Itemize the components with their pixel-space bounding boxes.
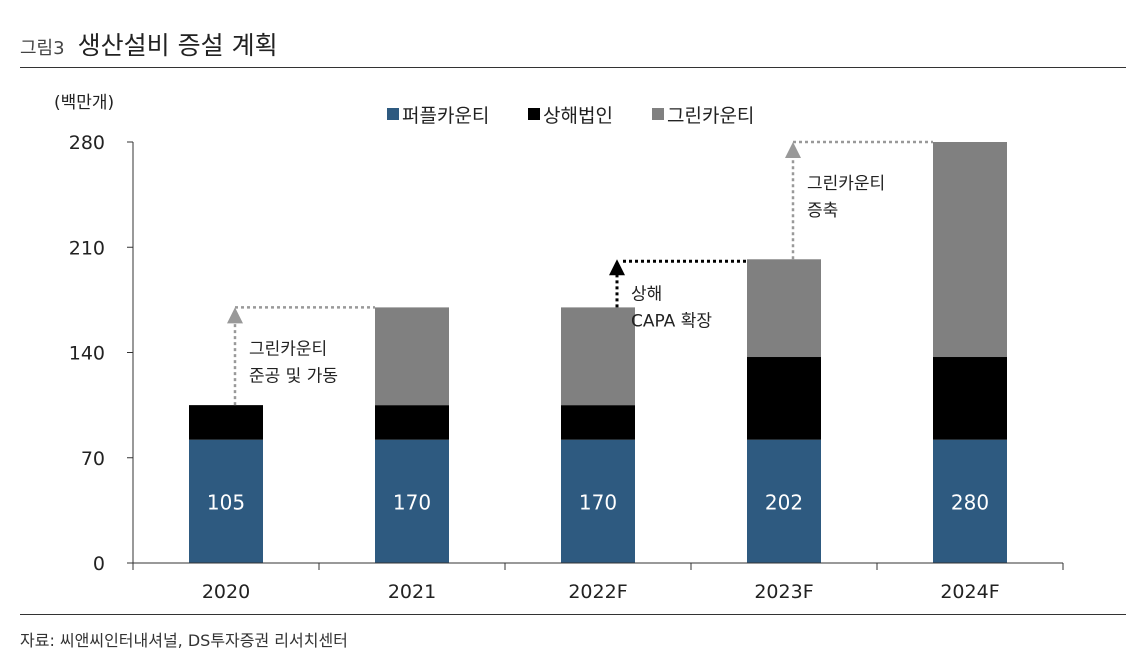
figure-header: 그림3 생산설비 증설 계획 <box>20 26 1126 60</box>
bar-segment <box>189 405 263 440</box>
y-tick-label: 70 <box>81 448 105 470</box>
figure-label: 그림3 <box>20 38 65 59</box>
bar-segment <box>189 439 263 563</box>
legend-swatch <box>387 108 399 120</box>
bar-segment <box>375 307 449 406</box>
bar-segment <box>747 439 821 563</box>
y-axis-unit: (백만개) <box>54 93 114 113</box>
annotation-text: 준공 및 가동 <box>249 366 338 386</box>
y-tick-label: 210 <box>69 237 105 259</box>
legend-label: 퍼플카운티 <box>402 105 489 127</box>
bar-segment <box>933 439 1007 563</box>
annotation-text: 그린카운티 <box>807 174 885 194</box>
bar-total-label: 170 <box>393 490 431 514</box>
y-tick-label: 280 <box>69 132 105 154</box>
bar-segment <box>561 439 635 563</box>
bar-segment <box>747 357 821 440</box>
arrow-head <box>785 142 801 158</box>
bar-segment <box>561 405 635 440</box>
legend-label: 그린카운티 <box>667 105 754 127</box>
y-tick-label: 140 <box>69 343 105 365</box>
x-tick-label: 2020 <box>202 581 250 603</box>
bar-total-label: 202 <box>765 490 803 514</box>
bar-segment <box>933 142 1007 358</box>
bar-total-label: 105 <box>207 490 245 514</box>
bar-total-label: 170 <box>579 490 617 514</box>
bottom-rule <box>20 614 1126 615</box>
legend-label: 상해법인 <box>543 105 613 127</box>
figure-title: 생산설비 증설 계획 <box>77 31 278 60</box>
arrow-head <box>227 307 243 324</box>
bar-segment <box>561 307 635 406</box>
x-tick-label: 2022F <box>568 581 627 603</box>
x-tick-label: 2024F <box>940 581 999 603</box>
top-rule <box>20 67 1126 68</box>
source-note: 자료: 씨앤씨인터내셔널, DS투자증권 리서치센터 <box>20 631 348 650</box>
annotation-text: CAPA 확장 <box>631 311 712 331</box>
arrow-head <box>609 259 625 276</box>
bar-total-label: 280 <box>951 490 989 514</box>
x-tick-label: 2023F <box>754 581 813 603</box>
legend-swatch <box>652 108 664 120</box>
x-tick-label: 2021 <box>388 581 436 603</box>
bar-segment <box>375 439 449 563</box>
legend-swatch <box>528 108 540 120</box>
annotation-text: 상해 <box>631 284 662 304</box>
annotation-text: 증축 <box>807 201 838 221</box>
annotation-text: 그린카운티 <box>249 339 327 359</box>
bar-segment <box>933 357 1007 440</box>
y-tick-label: 0 <box>93 553 105 575</box>
bar-segment <box>375 405 449 440</box>
bar-segment <box>747 259 821 358</box>
